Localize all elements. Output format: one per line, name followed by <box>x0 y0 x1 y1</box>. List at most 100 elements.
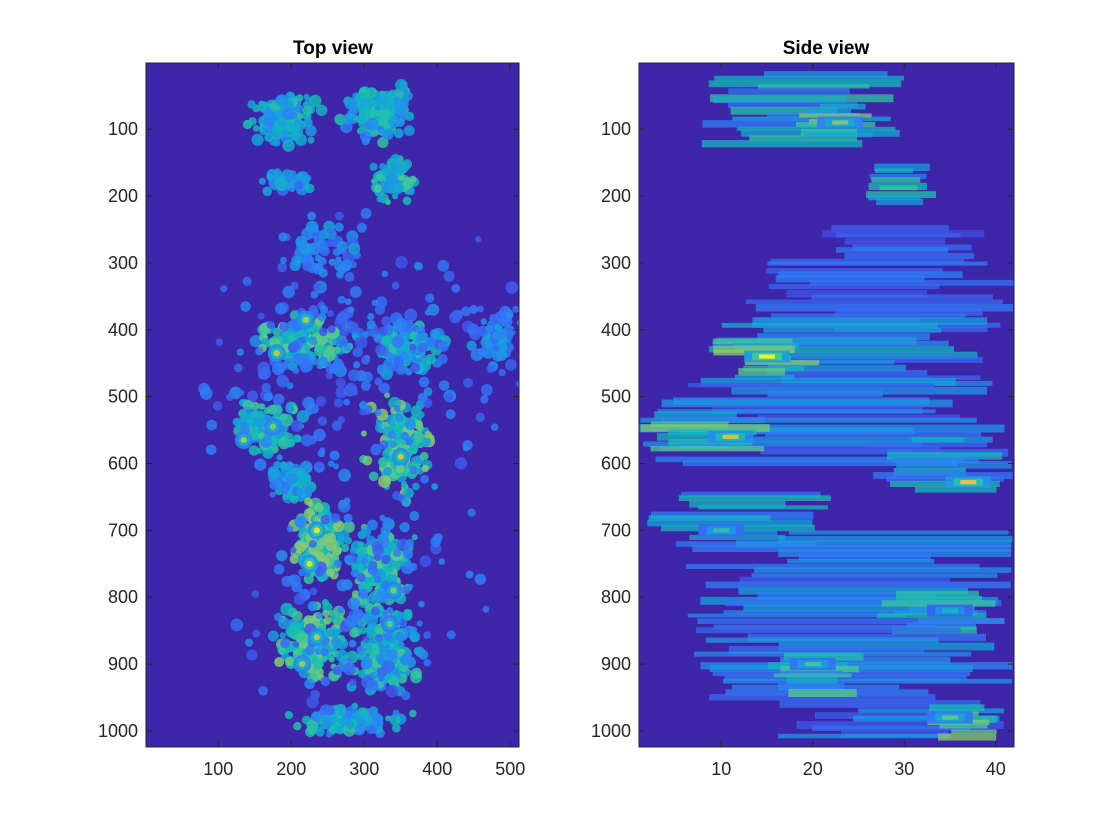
heat-cell <box>317 312 327 322</box>
heat-cell <box>334 260 346 272</box>
heat-cell <box>399 100 409 110</box>
heat-cell <box>410 362 421 373</box>
heat-cell <box>315 727 325 737</box>
heat-cell <box>304 464 313 473</box>
heat-cell <box>361 371 373 383</box>
top-view-y-tick-label: 900 <box>108 654 138 674</box>
hotspot <box>273 350 280 357</box>
heat-cell <box>388 363 397 373</box>
heat-cell <box>389 714 401 726</box>
heat-cell <box>302 105 313 116</box>
heat-cell <box>874 163 930 171</box>
heat-cell <box>712 338 793 345</box>
heat-cell <box>349 286 362 298</box>
heat-cell <box>337 606 345 614</box>
heat-cell <box>200 387 213 400</box>
heat-cell <box>836 233 961 238</box>
heat-cell <box>241 407 254 419</box>
hotspot <box>306 560 313 567</box>
heat-cell <box>276 454 283 461</box>
heat-cell <box>419 451 429 461</box>
heat-cell <box>844 238 945 245</box>
heat-cell <box>724 675 967 681</box>
heat-cell <box>647 519 813 527</box>
heat-cell <box>438 340 449 352</box>
heat-cell <box>886 476 1004 482</box>
heat-cell <box>294 255 304 265</box>
heat-cell <box>357 551 364 558</box>
heat-cell <box>215 338 223 346</box>
heat-cell <box>418 649 429 660</box>
heat-cell <box>258 403 266 411</box>
heat-cell <box>285 461 294 469</box>
heat-cell <box>362 455 373 466</box>
heat-cell <box>311 711 321 722</box>
heat-cell <box>361 355 371 365</box>
top-view-y-tick-label: 600 <box>108 454 138 474</box>
heat-cell <box>360 130 372 143</box>
heat-cell <box>331 420 342 431</box>
heat-cell <box>292 641 299 648</box>
heat-cell <box>252 124 260 132</box>
heat-cell <box>713 96 847 104</box>
heat-cell <box>689 500 786 508</box>
heat-cell <box>492 350 504 362</box>
heat-cell <box>336 312 349 325</box>
heat-cell <box>463 377 474 388</box>
heat-cell <box>409 466 419 475</box>
heat-cell <box>255 347 264 356</box>
heat-cell <box>376 364 389 376</box>
heat-cell <box>374 575 382 584</box>
heat-cell <box>242 276 252 286</box>
heat-cell <box>417 392 428 403</box>
heat-cell <box>752 317 988 326</box>
heat-cell <box>257 419 266 428</box>
side-view-y-tick-label: 1000 <box>591 721 631 741</box>
heat-cell <box>938 733 997 741</box>
heat-cell <box>951 729 997 734</box>
heat-cell <box>310 290 319 299</box>
heat-cell <box>734 374 795 380</box>
heat-cell <box>230 618 244 632</box>
heat-cell <box>340 543 350 553</box>
heat-cell <box>445 409 456 420</box>
heat-cell <box>678 427 915 435</box>
heat-cell <box>296 632 309 645</box>
heat-cell <box>303 344 311 351</box>
heat-cell <box>698 505 828 510</box>
heat-cell <box>799 113 872 118</box>
heat-cell <box>212 401 223 411</box>
hotspot <box>759 354 775 359</box>
heat-cell <box>330 637 340 647</box>
heat-cell <box>332 520 345 532</box>
heat-cell <box>640 417 977 423</box>
heat-cell <box>660 446 941 451</box>
heat-cell <box>469 305 479 314</box>
heat-cell <box>280 413 294 427</box>
heat-cell <box>292 367 300 375</box>
heat-cell <box>767 390 883 397</box>
heat-cell <box>302 541 309 549</box>
heat-cell <box>366 320 376 330</box>
heat-cell <box>410 405 422 417</box>
heat-cell <box>344 271 355 283</box>
heat-cell <box>773 673 852 678</box>
heat-cell <box>359 597 368 606</box>
heat-cell <box>784 652 864 661</box>
side-view-ticks: 10 20 30 40 100 200 300 400 500 600 700 800 900 1000 <box>591 63 1014 779</box>
top-view-y-tick-label: 800 <box>108 587 138 607</box>
heat-cell <box>323 616 332 625</box>
heat-cell <box>274 303 287 315</box>
heat-cell <box>348 242 361 255</box>
side-view-y-tick-label: 700 <box>601 520 631 540</box>
heat-cell <box>357 541 365 549</box>
heat-cell <box>871 442 988 448</box>
heat-cell <box>329 628 340 639</box>
hotspot <box>942 608 958 613</box>
heat-cell <box>378 675 385 682</box>
heat-cell <box>294 435 303 443</box>
heat-cell <box>373 184 383 193</box>
heat-cell <box>866 191 936 198</box>
heat-cell <box>329 363 340 374</box>
heat-cell <box>262 186 273 197</box>
